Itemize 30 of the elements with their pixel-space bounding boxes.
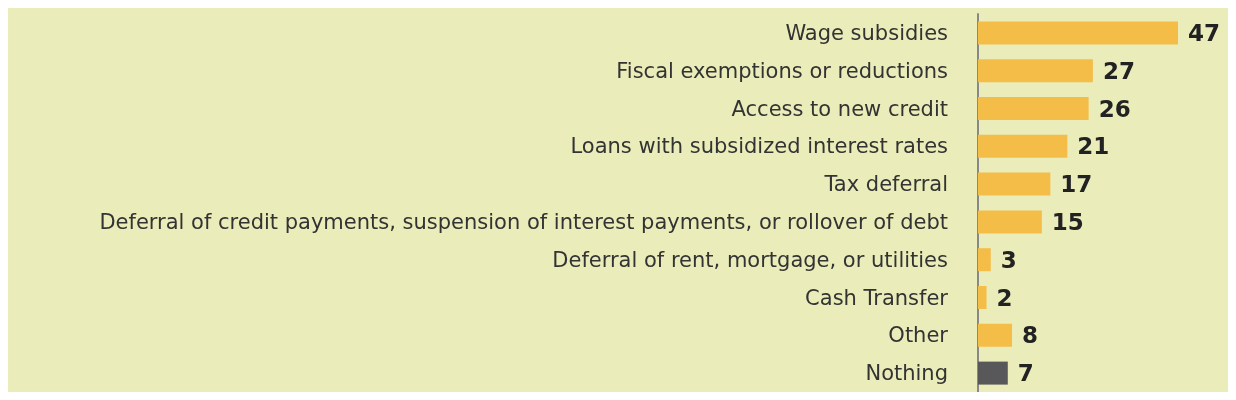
data-label: 7 [1017, 360, 1034, 387]
bar [978, 210, 1042, 234]
y-tick-label: Deferral of credit payments, suspension of interest payments, or rollover of debt [99, 209, 948, 234]
data-label: 8 [1022, 322, 1039, 349]
y-tick-label: Tax deferral [823, 172, 948, 197]
bar [978, 134, 1068, 158]
y-tick-label: Wage subsidies [785, 20, 948, 45]
y-tick-label: Access to new credit [731, 96, 948, 121]
y-tick-label: Cash Transfer [805, 285, 949, 310]
bar [978, 361, 1008, 385]
data-label: 2 [996, 284, 1013, 311]
data-label: 3 [1000, 246, 1017, 273]
y-tick-label: Fiscal exemptions or reductions [616, 58, 948, 83]
bar [978, 59, 1093, 83]
data-label: 26 [1098, 95, 1131, 122]
data-label: 47 [1188, 19, 1221, 46]
y-tick-label: Loans with subsidized interest rates [570, 134, 948, 159]
y-tick-label: Nothing [865, 361, 948, 386]
bar [978, 172, 1051, 196]
bar [978, 286, 987, 309]
y-tick-label: Deferral of rent, mortgage, or utilities [552, 247, 948, 272]
bar [978, 21, 1178, 45]
data-label: 15 [1051, 208, 1084, 235]
data-label: 21 [1077, 133, 1110, 160]
data-label: 17 [1060, 171, 1093, 198]
bar [978, 248, 991, 272]
bar [978, 97, 1089, 120]
bar [978, 323, 1013, 347]
data-label: 27 [1102, 57, 1135, 84]
y-tick-label: Other [888, 323, 949, 348]
